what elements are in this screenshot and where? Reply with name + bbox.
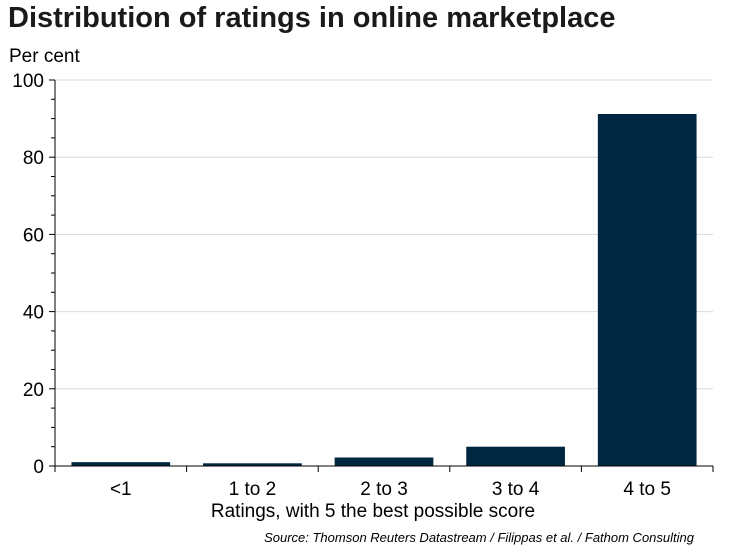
y-tick-label: 0 — [33, 457, 44, 478]
bar — [203, 463, 302, 466]
y-tick-label: 40 — [23, 303, 44, 324]
bar — [334, 457, 434, 466]
x-tick-label: <1 — [110, 479, 132, 500]
x-tick-labels: <1 1 to 2 2 to 3 3 to 4 4 to 5 — [110, 479, 671, 500]
bar — [466, 446, 565, 466]
bar — [71, 462, 171, 466]
chart-title: Distribution of ratings in online market… — [8, 2, 616, 34]
y-tick-label: 80 — [23, 148, 44, 169]
y-tick-label: 60 — [23, 225, 44, 246]
bar — [597, 113, 697, 466]
x-tick-label: 4 to 5 — [623, 479, 671, 500]
x-axis-label: Ratings, with 5 the best possible score — [210, 501, 536, 522]
y-axis-label: Per cent — [9, 46, 80, 67]
y-tick-labels: 0 20 40 60 80 100 — [12, 71, 44, 478]
source-note: Source: Thomson Reuters Datastream / Fil… — [264, 530, 694, 545]
axes — [49, 79, 714, 472]
x-tick-label: 1 to 2 — [229, 479, 277, 500]
x-tick-label: 2 to 3 — [360, 479, 408, 500]
x-tick-label: 3 to 4 — [492, 479, 540, 500]
y-tick-label: 20 — [23, 380, 44, 401]
bars — [71, 113, 697, 466]
y-tick-label: 100 — [12, 71, 44, 92]
